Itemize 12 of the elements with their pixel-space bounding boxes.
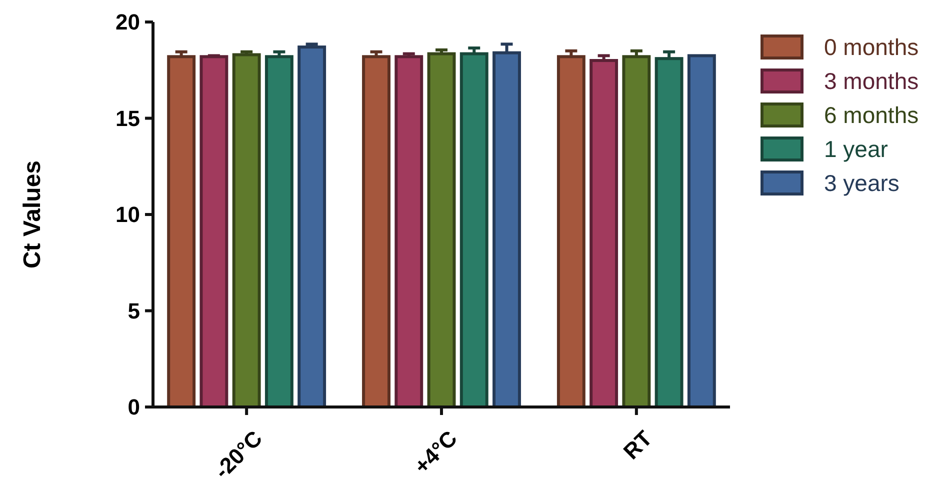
y-tick-label: 20 <box>116 10 140 35</box>
legend-label: 1 year <box>824 136 888 162</box>
y-tick-label: 15 <box>116 106 140 131</box>
x-tick-label: RT <box>618 425 658 464</box>
y-axis-title: Ct Values <box>19 160 46 269</box>
y-tick-label: 10 <box>116 202 140 228</box>
y-tick-label: 5 <box>128 298 140 324</box>
legend-label: 3 years <box>824 170 900 196</box>
legend-label: 6 months <box>824 102 919 128</box>
y-tick-label: 0 <box>128 394 140 420</box>
legend-label: 3 months <box>824 68 919 94</box>
legend-label: 0 months <box>824 34 919 60</box>
